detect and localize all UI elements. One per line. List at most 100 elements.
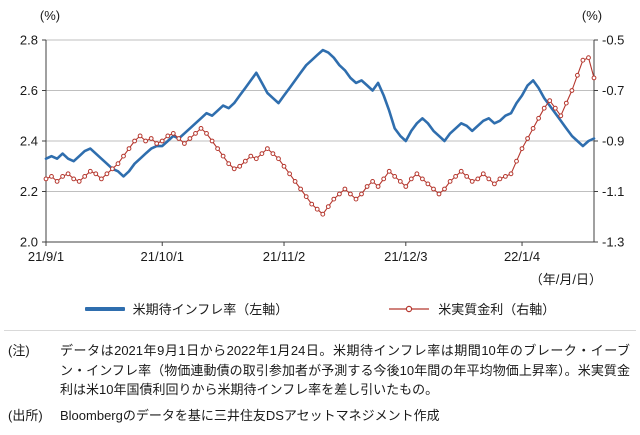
series-real-yield-marker: [337, 191, 342, 197]
source-text: Bloombergのデータを基に三井住友DSアセットマネジメント作成: [60, 407, 440, 423]
series-real-yield-marker: [503, 174, 508, 179]
series-real-yield-marker: [54, 179, 60, 184]
series-real-yield-marker: [132, 138, 138, 144]
series-real-yield-marker: [126, 146, 132, 152]
series-real-yield-marker: [187, 136, 193, 141]
legend-item-breakeven: 米期待インフレ率（左軸）: [84, 299, 289, 318]
series-real-yield-marker: [115, 161, 121, 167]
series-real-yield-marker: [43, 176, 49, 182]
series-real-yield-marker: [575, 72, 580, 78]
left-axis-tick-label: 2.0: [20, 235, 38, 250]
right-axis-tick-label: -1.3: [602, 235, 624, 250]
legend-swatch-breakeven-line: [84, 306, 125, 311]
series-real-yield-marker: [558, 113, 564, 119]
series-real-yield-marker: [193, 131, 198, 136]
series-real-yield-marker: [99, 176, 104, 182]
series-real-yield-marker: [519, 146, 525, 152]
series-real-yield-marker: [137, 133, 143, 139]
series-real-yield-marker: [220, 153, 226, 159]
x-axis-tick-label: 21/9/1: [28, 249, 64, 264]
legend-label-realyield: 米実質金利（右軸）: [438, 302, 556, 317]
series-real-yield-marker: [552, 105, 558, 111]
legend-swatch-realyield-line: [389, 305, 430, 312]
series-real-yield-marker: [314, 206, 320, 212]
series-real-yield-marker: [93, 171, 99, 177]
series-real-yield-marker: [392, 174, 398, 179]
series-real-yield-marker: [159, 138, 165, 144]
series-real-yield-marker: [320, 211, 326, 217]
series-real-yield-marker: [492, 181, 497, 187]
series-real-yield-marker: [292, 179, 298, 184]
series-real-yield-marker: [464, 174, 470, 179]
series-real-yield-marker: [480, 171, 486, 177]
chart-legend: 米期待インフレ率（左軸） 米実質金利（右軸）: [0, 299, 640, 318]
source-label: (出所): [8, 407, 43, 423]
series-real-yield-marker: [486, 176, 492, 182]
notes-section: (注) データは2021年9月1日から2022年1月24日。米期待インフレ率は期…: [0, 341, 640, 425]
left-axis-tick-label: 2.6: [20, 83, 38, 98]
x-axis-tick-label: 21/12/3: [384, 249, 427, 264]
line-chart: 2.0 2.2 2.4 2.6 2.8 -1.3 -1.1 -0.9 -0.7 -0.5 21/9/…: [20, 8, 624, 287]
series-real-yield-marker: [65, 171, 71, 177]
series-real-yield-marker: [303, 194, 309, 200]
series-real-yield-marker: [104, 171, 110, 177]
series-real-yield-marker: [198, 125, 204, 131]
series-real-yield-marker: [569, 88, 575, 93]
note-label: (注): [8, 343, 30, 358]
series-real-yield-marker: [309, 201, 315, 207]
source-row: (出所) Bloombergのデータを基に三井住友DSアセットマネジメント作成: [8, 406, 630, 426]
series-real-yield-marker: [425, 181, 431, 187]
series-real-yield-marker: [265, 146, 270, 152]
series-real-yield-marker: [580, 57, 586, 63]
series-breakeven-inflation-line: [44, 48, 596, 178]
series-real-yield-marker: [154, 141, 160, 146]
legend-label-breakeven: 米期待インフレ率（左軸）: [132, 302, 289, 317]
series-real-yield-marker: [420, 176, 425, 182]
right-axis-tick-label: -0.7: [602, 83, 624, 98]
x-axis-tick-label: 21/11/2: [263, 249, 305, 264]
series-real-yield-marker: [110, 166, 115, 172]
series-real-yield-marker: [298, 186, 304, 192]
series-real-yield-marker: [375, 184, 381, 189]
series-real-yield-marker: [325, 204, 331, 210]
series-real-yield-marker: [458, 168, 464, 174]
series-real-yield-marker: [381, 176, 387, 182]
series-real-yield-marker: [436, 191, 442, 197]
series-real-yield-marker: [508, 171, 514, 177]
series-real-yield-marker: [148, 136, 154, 141]
series-real-yield-marker: [475, 176, 481, 182]
series-real-yield-marker: [525, 136, 530, 141]
series-real-yield-marker: [397, 179, 403, 184]
series-real-yield-marker: [431, 186, 436, 192]
series-real-yield-marker: [287, 171, 293, 177]
series-real-yield-marker: [447, 179, 453, 184]
series-real-yield-marker: [541, 105, 547, 111]
series-real-yield-marker: [165, 133, 171, 139]
series-real-yield-marker: [453, 174, 459, 179]
series-real-yield-marker: [60, 174, 65, 179]
left-axis-tick-label: 2.4: [20, 134, 38, 149]
series-real-yield-marker: [497, 176, 503, 182]
left-axis-unit-label: (%): [40, 8, 60, 23]
series-real-yield-marker: [276, 156, 281, 162]
series-real-yield-marker: [76, 179, 82, 184]
x-axis-tick-label: 22/1/4: [504, 249, 540, 264]
series-real-yield-marker: [215, 146, 221, 152]
right-axis-tick-label: -0.9: [602, 134, 624, 149]
series-real-yield-marker: [514, 158, 519, 164]
series-real-yield-marker: [226, 161, 232, 167]
series-real-yield-marker: [259, 151, 265, 157]
right-axis-tick-label: -0.5: [602, 33, 624, 48]
series-real-yield-marker: [408, 176, 414, 182]
series-real-yield-marker: [281, 163, 287, 169]
series-real-yield-marker: [563, 100, 569, 106]
series-real-yield-marker: [586, 55, 591, 61]
series-real-yield-marker: [348, 191, 353, 197]
series-real-yield-marker: [591, 75, 597, 81]
series-real-yield-marker: [143, 138, 149, 144]
series-real-yield-marker: [353, 196, 359, 202]
series-real-yield-marker: [270, 151, 276, 157]
series-real-yield-marker: [237, 163, 243, 169]
series-real-yield-marker: [121, 153, 126, 159]
